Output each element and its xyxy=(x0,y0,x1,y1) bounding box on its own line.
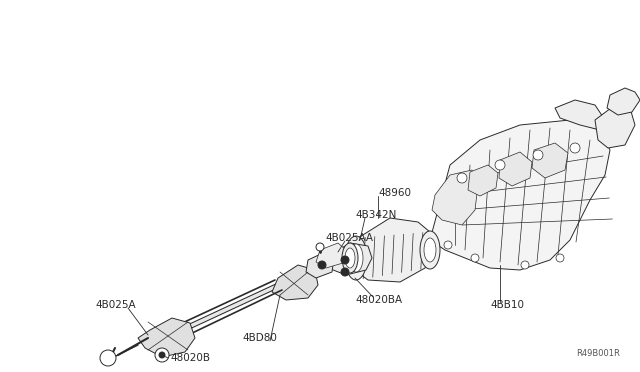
Polygon shape xyxy=(607,88,640,115)
Polygon shape xyxy=(499,152,532,186)
Text: 4B342N: 4B342N xyxy=(355,210,396,220)
Circle shape xyxy=(444,241,452,249)
Polygon shape xyxy=(272,265,318,300)
Circle shape xyxy=(556,254,564,262)
Ellipse shape xyxy=(345,236,367,280)
Circle shape xyxy=(100,350,116,366)
Polygon shape xyxy=(595,105,635,148)
Polygon shape xyxy=(350,218,432,282)
Circle shape xyxy=(159,352,165,358)
Circle shape xyxy=(495,160,505,170)
Polygon shape xyxy=(468,165,498,196)
Circle shape xyxy=(316,243,324,251)
Polygon shape xyxy=(328,243,372,275)
Ellipse shape xyxy=(349,244,363,272)
Polygon shape xyxy=(138,318,195,357)
Circle shape xyxy=(533,150,543,160)
Circle shape xyxy=(341,256,349,264)
Circle shape xyxy=(341,268,349,276)
Text: 48020B: 48020B xyxy=(170,353,210,363)
Circle shape xyxy=(471,254,479,262)
Circle shape xyxy=(521,261,529,269)
Circle shape xyxy=(155,348,169,362)
Text: 48020BA: 48020BA xyxy=(355,295,402,305)
Ellipse shape xyxy=(424,238,436,262)
Circle shape xyxy=(457,173,467,183)
Polygon shape xyxy=(432,170,478,225)
Polygon shape xyxy=(316,243,346,268)
Text: 4B025A: 4B025A xyxy=(95,300,136,310)
Polygon shape xyxy=(430,120,610,270)
Ellipse shape xyxy=(420,231,440,269)
Ellipse shape xyxy=(342,243,358,273)
Text: 4B025AA: 4B025AA xyxy=(325,233,373,243)
Polygon shape xyxy=(532,143,568,178)
Polygon shape xyxy=(555,100,605,130)
Text: 4BD80: 4BD80 xyxy=(242,333,277,343)
Circle shape xyxy=(570,143,580,153)
Text: R49B001R: R49B001R xyxy=(576,349,620,358)
Text: 4BB10: 4BB10 xyxy=(490,300,524,310)
Circle shape xyxy=(318,261,326,269)
Ellipse shape xyxy=(345,248,355,268)
Text: 48960: 48960 xyxy=(378,188,411,198)
Polygon shape xyxy=(306,252,334,278)
